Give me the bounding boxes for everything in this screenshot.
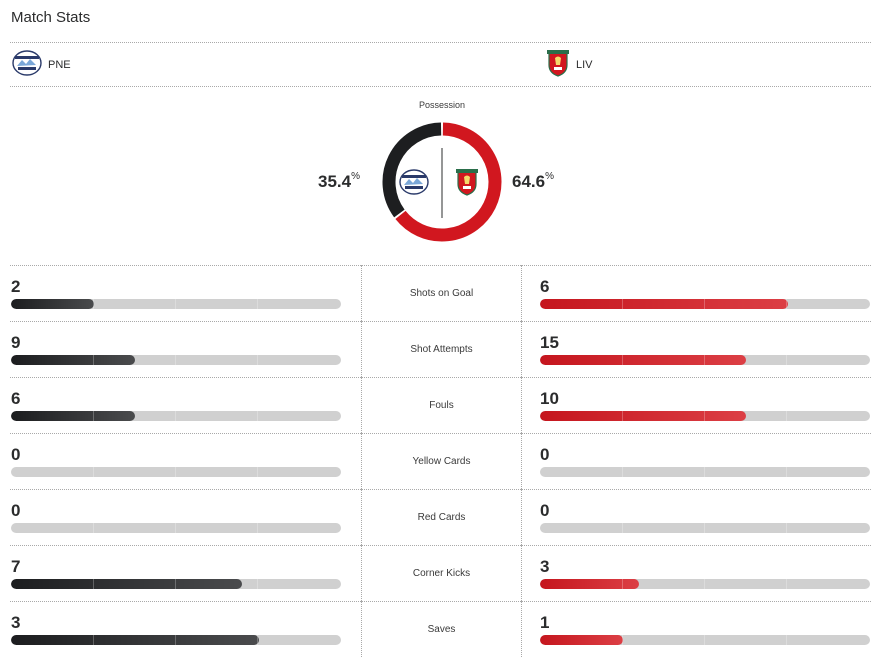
away-stat-value: 1 bbox=[540, 613, 550, 632]
home-stat-bar-fill bbox=[11, 355, 135, 365]
divider bbox=[10, 601, 871, 602]
away-stat-bar bbox=[540, 635, 870, 645]
away-stat-value: 0 bbox=[540, 501, 550, 520]
home-stat-bar bbox=[11, 523, 341, 533]
home-stat-bar bbox=[11, 579, 341, 589]
divider bbox=[10, 321, 871, 322]
home-stat-value: 2 bbox=[11, 277, 21, 296]
home-stat-value: 6 bbox=[11, 389, 21, 408]
home-stat-bar-fill bbox=[11, 299, 94, 309]
page-title: Match Stats bbox=[11, 9, 91, 26]
stat-label: Corner Kicks bbox=[412, 568, 471, 579]
divider bbox=[361, 377, 362, 433]
divider bbox=[361, 265, 362, 321]
away-stat-bar bbox=[540, 467, 870, 477]
away-stat-value: 3 bbox=[540, 557, 550, 576]
pne-crest-icon bbox=[399, 169, 429, 195]
away-stat-value: 0 bbox=[540, 445, 550, 464]
home-possession-value: 35.4% bbox=[318, 171, 360, 191]
divider bbox=[521, 601, 522, 657]
home-stat-value: 9 bbox=[11, 333, 21, 352]
home-stat-value: 7 bbox=[11, 557, 21, 576]
divider bbox=[521, 377, 522, 433]
home-stat-bar-fill bbox=[11, 635, 259, 645]
away-stat-value: 10 bbox=[540, 389, 559, 408]
liverpool-crest-icon bbox=[546, 49, 570, 82]
away-stat-bar-fill bbox=[540, 299, 788, 309]
home-stat-bar-fill bbox=[11, 411, 135, 421]
divider bbox=[521, 321, 522, 377]
away-stat-bar-fill bbox=[540, 355, 747, 365]
away-stat-value: 15 bbox=[540, 333, 559, 352]
divider bbox=[521, 433, 522, 489]
away-stat-bar bbox=[540, 523, 870, 533]
liverpool-crest-icon bbox=[456, 169, 478, 196]
away-possession-value: 64.6% bbox=[512, 171, 554, 191]
divider bbox=[10, 86, 871, 87]
divider bbox=[10, 377, 871, 378]
away-stat-bar-fill bbox=[540, 411, 747, 421]
stat-label: Shot Attempts bbox=[410, 344, 473, 355]
divider bbox=[361, 545, 362, 601]
stat-label: Saves bbox=[427, 624, 456, 635]
away-stat-bar-fill bbox=[540, 635, 623, 645]
divider bbox=[521, 545, 522, 601]
divider bbox=[10, 489, 871, 490]
home-stat-value: 3 bbox=[11, 613, 21, 632]
possession-label: Possession bbox=[418, 100, 466, 110]
away-stat-bar-fill bbox=[540, 579, 639, 589]
home-team: PNE bbox=[12, 49, 71, 81]
divider bbox=[10, 265, 871, 266]
home-team-abbr: PNE bbox=[48, 59, 71, 71]
away-stat-bar bbox=[540, 299, 870, 309]
home-stat-value: 0 bbox=[11, 445, 21, 464]
home-stat-bar bbox=[11, 355, 341, 365]
home-stat-bar bbox=[11, 467, 341, 477]
pne-crest-icon bbox=[12, 49, 42, 81]
home-stat-bar bbox=[11, 299, 341, 309]
divider bbox=[361, 601, 362, 657]
away-possession-arc bbox=[395, 122, 502, 242]
away-stat-bar bbox=[540, 355, 870, 365]
stat-label: Red Cards bbox=[417, 512, 466, 523]
possession-donut bbox=[381, 121, 503, 248]
divider bbox=[10, 433, 871, 434]
divider bbox=[10, 545, 871, 546]
home-stat-bar-fill bbox=[11, 579, 242, 589]
stat-label: Yellow Cards bbox=[412, 456, 471, 467]
home-stat-value: 0 bbox=[11, 501, 21, 520]
away-stat-bar bbox=[540, 579, 870, 589]
stat-label: Shots on Goal bbox=[409, 288, 474, 299]
home-stat-bar bbox=[11, 635, 341, 645]
away-stat-bar bbox=[540, 411, 870, 421]
divider bbox=[10, 42, 871, 43]
divider bbox=[361, 321, 362, 377]
away-team: LIV bbox=[546, 49, 593, 78]
away-team-abbr: LIV bbox=[576, 59, 593, 71]
home-possession-arc bbox=[382, 122, 442, 218]
divider bbox=[361, 433, 362, 489]
divider bbox=[521, 265, 522, 321]
home-stat-bar bbox=[11, 411, 341, 421]
away-stat-value: 6 bbox=[540, 277, 550, 296]
divider bbox=[361, 489, 362, 545]
stat-label: Fouls bbox=[429, 400, 454, 411]
divider bbox=[521, 489, 522, 545]
